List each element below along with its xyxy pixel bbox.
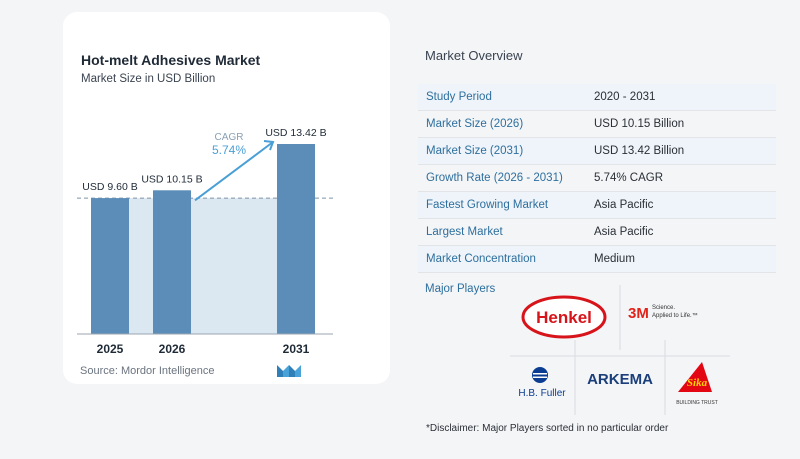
arkema-logo: ARKEMA [587,371,653,388]
overview-row-value: Asia Pacific [594,199,654,211]
major-players-label: Major Players [425,283,496,295]
bar-value-label: USD 10.15 B [141,173,202,185]
overview-row-label: Fastest Growing Market [426,199,549,211]
overview-row: Market Size (2031) USD 13.42 Billion [418,138,776,165]
bar-2026 [153,190,191,334]
henkel-logo: Henkel [521,295,607,339]
3m-tagline: Science. [652,305,675,311]
disclaimer-text: *Disclaimer: Major Players sorted in no … [426,423,669,434]
overview-row-label: Study Period [426,91,492,103]
overview-row-value: USD 10.15 Billion [594,118,685,130]
chart-subtitle: Market Size in USD Billion [81,73,216,85]
overview-row: Growth Rate (2026 - 2031) 5.74% CAGR [418,165,776,192]
bar-2031 [277,144,315,334]
overview-row-value: Asia Pacific [594,226,654,238]
cagr-label: CAGR [215,132,244,143]
chart-card: Hot-melt Adhesives Market Market Size in… [63,12,390,384]
overview-title: Market Overview [425,48,523,63]
x-tick-label: 2026 [159,342,186,356]
overview-row-value: 2020 - 2031 [594,91,656,103]
3m-logo-text: 3M [628,305,649,322]
3m-tagline-2: Applied to Life.™ [652,312,698,319]
chart-title: Hot-melt Adhesives Market [81,52,261,68]
x-tick-label: 2031 [283,342,310,356]
overview-row-value: USD 13.42 Billion [594,145,685,157]
cagr-arrow-line [194,141,274,202]
overview-row-label: Market Size (2031) [426,145,524,157]
overview-row-label: Largest Market [426,226,503,238]
major-players-grid: Henkel 3M Science. Applied to Life.™ H.B… [510,285,730,415]
overview-row: Fastest Growing Market Asia Pacific [418,192,776,219]
overview-row: Market Concentration Medium [418,246,776,273]
bar-2025 [91,198,129,334]
overview-row: Market Size (2026) USD 10.15 Billion [418,111,776,138]
hb-fuller-logo: H.B. Fuller [518,367,566,399]
arkema-logo-text: ARKEMA [587,371,653,388]
sika-logo-text: Sika [687,377,708,389]
overview-row-value: Medium [594,253,635,265]
overview-row: Largest Market Asia Pacific [418,219,776,246]
sika-logo: Sika BUILDING TRUST [676,362,718,406]
cagr-value: 5.74% [212,143,246,157]
overview-row: Study Period 2020 - 2031 [418,84,776,111]
overview-row-value: 5.74% CAGR [594,172,664,184]
bar-chart: USD 9.60 B 2025 USD 10.15 B 2026 USD 13.42 B… [77,127,333,356]
overview-row-label: Market Concentration [426,253,536,265]
sika-tagline: BUILDING TRUST [676,400,718,406]
growth-shade [129,198,277,334]
hb-fuller-logo-text: H.B. Fuller [518,388,566,399]
overview-row-label: Market Size (2026) [426,118,524,130]
bar-value-label: USD 9.60 B [82,181,137,193]
x-tick-label: 2025 [97,342,124,356]
bar-value-label: USD 13.42 B [265,127,326,139]
mordor-intelligence-logo-icon [277,365,301,377]
overview-row-label: Growth Rate (2026 - 2031) [426,172,563,184]
source-text: Source: Mordor Intelligence [80,365,215,377]
henkel-logo-text: Henkel [536,308,592,327]
3m-logo: 3M Science. Applied to Life.™ [628,305,698,322]
cagr-arrow-head [263,140,275,151]
